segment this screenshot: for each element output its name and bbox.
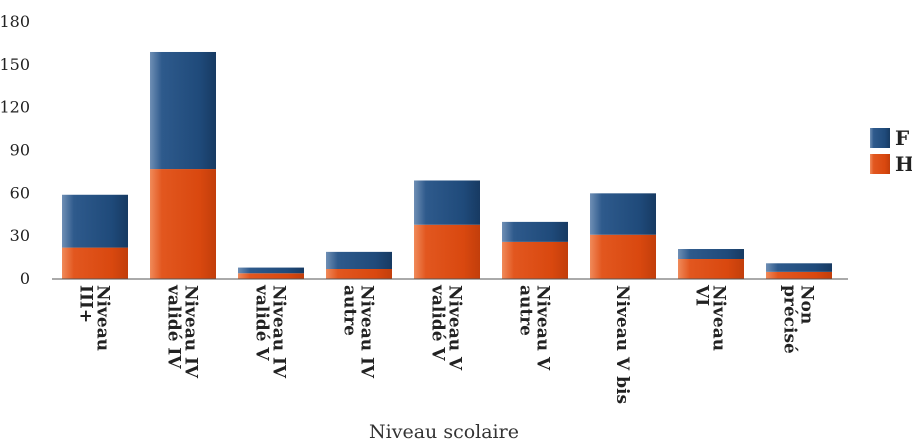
x-axis-title: Niveau scolaire [369, 421, 519, 443]
bar-segment-f [326, 251, 392, 270]
bar-segment-h [678, 259, 744, 279]
y-tick-label: 120 [0, 98, 30, 117]
y-tick-label: 150 [0, 55, 30, 74]
bar-segment-f [150, 51, 216, 170]
bar-segment-h [62, 247, 128, 279]
bar-segment-f [678, 249, 744, 260]
x-category-label-line: Niveau IV [181, 285, 201, 379]
x-category-label-line: Niveau [93, 285, 113, 351]
bar-segment-h [238, 273, 304, 279]
y-tick-label: 60 [10, 183, 30, 202]
bar-segment-f [502, 221, 568, 242]
y-tick-label: 180 [0, 12, 30, 31]
x-category-label-line: Niveau IV [357, 285, 377, 379]
x-category-label-line: autre [516, 285, 536, 336]
bar-segment-f [238, 267, 304, 274]
x-category-label-line: précisé [780, 285, 800, 354]
x-category-label-line: Niveau [709, 285, 729, 351]
x-category-label-line: validé V [252, 284, 272, 361]
legend-label-f: F [895, 126, 909, 150]
bar-segment-h [326, 269, 392, 279]
x-category-label-line: Niveau IV [269, 285, 289, 379]
bar-segment-h [766, 271, 832, 279]
x-category-label-line: validé IV [164, 284, 184, 369]
x-category-label-line: autre [340, 285, 360, 336]
bar-segment-h [150, 169, 216, 279]
bars [62, 51, 832, 279]
bar-segment-h [590, 234, 656, 279]
x-category-label-line: Niveau V [533, 285, 553, 371]
bar-segment-f [62, 194, 128, 248]
x-category-label: Niveau V bis [612, 285, 632, 404]
bar-segment-h [502, 241, 568, 279]
x-category-label-line: VI [692, 284, 712, 306]
y-tick-label: 90 [10, 141, 30, 160]
legend-swatch-h [870, 154, 890, 174]
legend-swatch-f [870, 128, 890, 148]
bar-segment-h [414, 224, 480, 279]
x-category-label-line: Non [797, 285, 817, 324]
x-category-label-line: Niveau V [445, 285, 465, 371]
bar-segment-f [766, 263, 832, 272]
bar-segment-f [414, 180, 480, 225]
y-tick-label: 0 [20, 269, 30, 288]
y-tick-label: 30 [10, 226, 30, 245]
y-axis-ticks: 0 30 60 90 120 150 180 [0, 12, 30, 288]
bar-segment-f [590, 193, 656, 235]
legend: FH [870, 126, 912, 176]
legend-label-h: H [895, 152, 912, 176]
x-category-label-line: validé V [428, 284, 448, 361]
x-category-label-line: Niveau V bis [612, 285, 632, 404]
x-category-label-line: III+ [76, 285, 96, 323]
